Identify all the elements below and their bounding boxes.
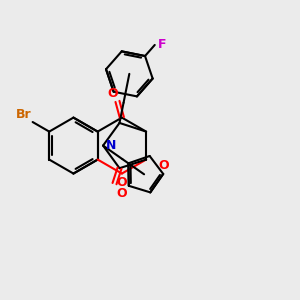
Text: O: O [108,87,118,100]
Text: Br: Br [16,108,31,121]
Text: N: N [106,139,116,152]
Text: O: O [116,187,127,200]
Text: F: F [158,38,166,52]
Text: O: O [158,159,169,172]
Text: O: O [117,176,127,190]
